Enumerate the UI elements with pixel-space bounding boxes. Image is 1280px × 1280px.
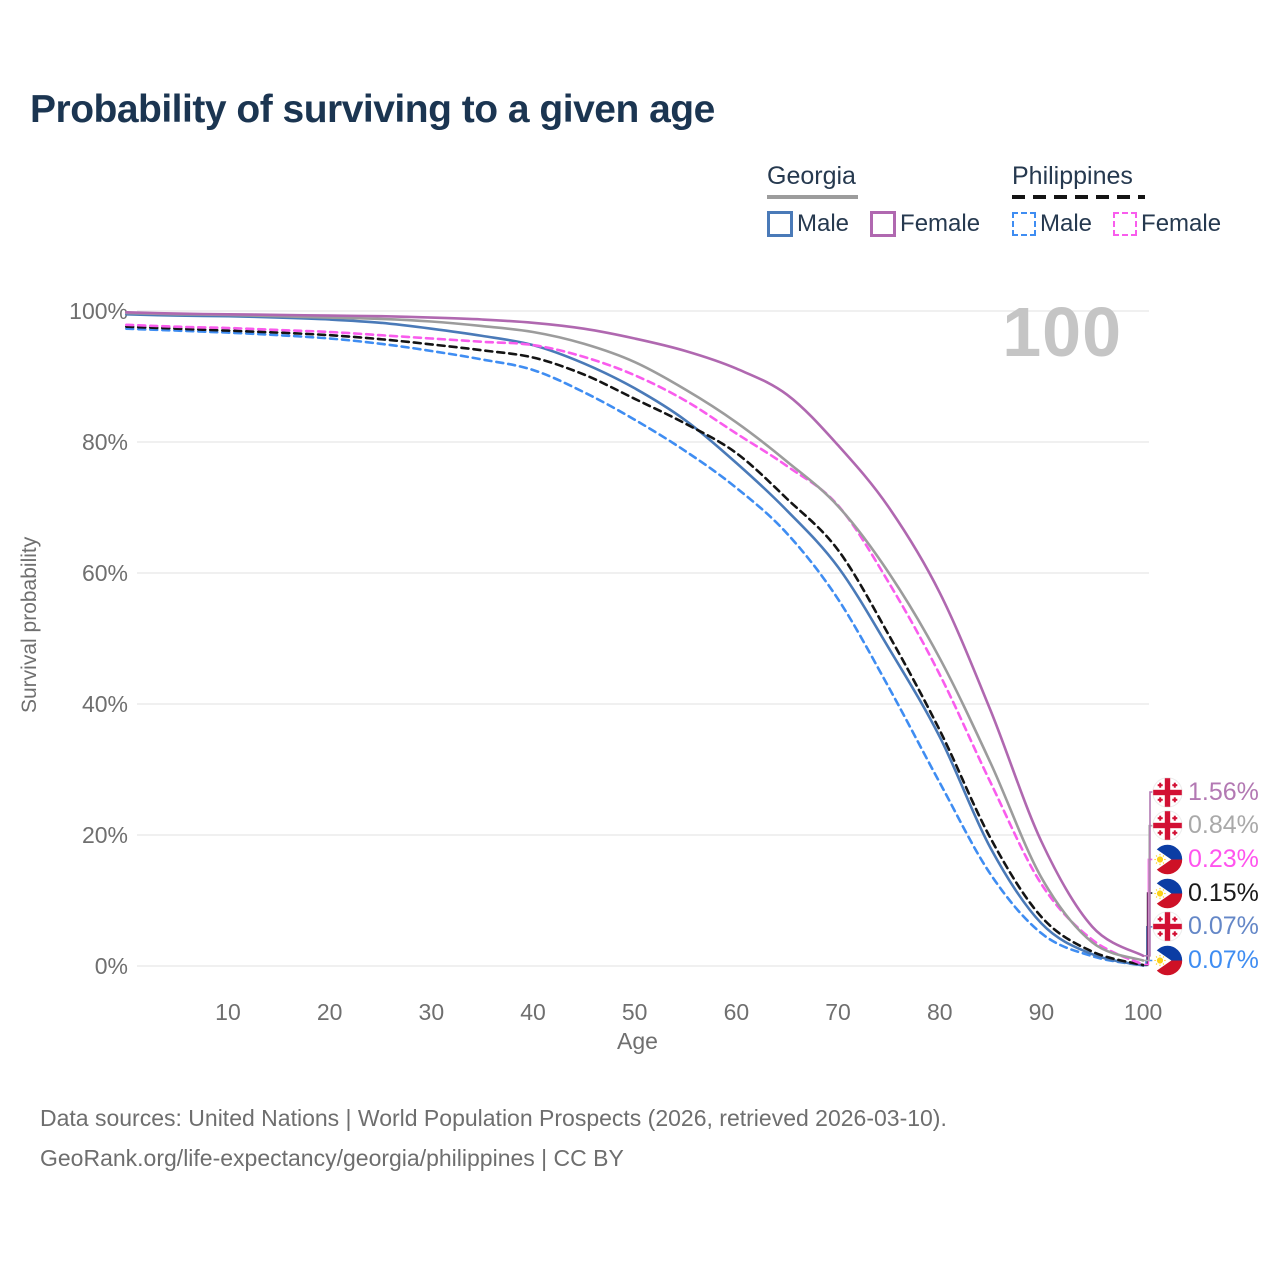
x-tick-label: 40 [520, 999, 546, 1025]
end-label-value: 0.15% [1188, 878, 1259, 907]
legend-item-philippines-male[interactable]: Male [1012, 210, 1092, 238]
end-label-philippines-male: 0.07% [1152, 945, 1259, 977]
y-tick-label: 80% [82, 429, 128, 455]
end-label-value: 0.07% [1188, 912, 1259, 941]
end-label-value: 1.56% [1188, 777, 1259, 806]
legend-georgia-male-label: Male [797, 210, 850, 237]
end-label-value: 0.07% [1188, 946, 1259, 974]
x-tick-label: 30 [419, 999, 445, 1025]
end-label-georgia-female: 1.56% [1152, 776, 1259, 808]
x-tick-label: 80 [927, 999, 953, 1025]
curve-georgia-female [125, 311, 1145, 958]
x-tick-label: 60 [724, 999, 750, 1025]
georgia-flag-icon [1152, 911, 1183, 942]
legend-item-georgia-female[interactable]: Female [870, 210, 980, 238]
y-tick-label: 60% [82, 560, 128, 586]
georgia-male-swatch-icon [767, 211, 793, 237]
georgia-flag-icon [1152, 776, 1183, 808]
legend-philippines-label: Philippines [1012, 162, 1133, 190]
footer-license: GeoRank.org/life-expectancy/georgia/phil… [40, 1145, 624, 1171]
end-label-philippines-female: 0.23% [1152, 843, 1259, 875]
age-watermark: 100 [1002, 293, 1122, 371]
philippines-male-swatch-icon [1012, 212, 1036, 236]
end-label-value: 0.23% [1188, 844, 1259, 873]
end-label-georgia-both: 0.84% [1152, 810, 1259, 842]
legend-georgia-label: Georgia [767, 162, 856, 190]
x-tick-label: 70 [825, 999, 851, 1025]
end-label-value: 0.84% [1188, 811, 1259, 840]
x-tick-label: 10 [215, 999, 241, 1025]
y-axis-title: Survival probability [18, 536, 41, 714]
x-tick-label: 50 [622, 999, 648, 1025]
georgia-female-swatch-icon [870, 211, 897, 237]
end-label-philippines-both: 0.15% [1152, 877, 1259, 909]
y-tick-label: 100% [69, 298, 128, 324]
georgia-flag-icon [1152, 810, 1183, 841]
curve-georgia-both [125, 311, 1145, 962]
legend-item-georgia-male[interactable]: Male [767, 210, 849, 238]
legend-group-philippines: Philippines Male Female [1012, 162, 1221, 238]
philippines-female-swatch-icon [1113, 212, 1138, 236]
x-axis-title: Age [617, 1028, 658, 1054]
x-tick-label: 90 [1029, 999, 1055, 1025]
philippines-flag-icon [1152, 945, 1183, 976]
philippines-dashed-line-swatch [1012, 195, 1145, 199]
y-tick-label: 20% [82, 822, 128, 848]
legend-georgia-female-label: Female [900, 210, 981, 237]
georgia-solid-line-swatch [767, 195, 858, 199]
x-tick-label: 100 [1124, 999, 1162, 1025]
page-title: Probability of surviving to a given age [30, 88, 715, 131]
y-tick-label: 0% [95, 953, 128, 979]
legend-group-georgia: Georgia Male Female [767, 162, 980, 238]
end-label-georgia-male: 0.07% [1152, 911, 1259, 943]
y-tick-label: 40% [82, 691, 128, 717]
legend-item-philippines-female[interactable]: Female [1113, 210, 1221, 238]
footer: Data sources: United Nations | World Pop… [40, 1098, 947, 1178]
philippines-flag-icon [1152, 878, 1183, 908]
curve-philippines-both [125, 325, 1145, 967]
legend-philippines-female-label: Female [1141, 210, 1222, 237]
footer-sources: Data sources: United Nations | World Pop… [40, 1105, 947, 1131]
philippines-flag-icon [1152, 844, 1183, 875]
curve-georgia-male [125, 313, 1145, 967]
curve-philippines-male [125, 327, 1145, 967]
legend-philippines-male-label: Male [1040, 210, 1093, 237]
curve-philippines-female [125, 323, 1145, 966]
x-tick-label: 20 [317, 999, 343, 1025]
